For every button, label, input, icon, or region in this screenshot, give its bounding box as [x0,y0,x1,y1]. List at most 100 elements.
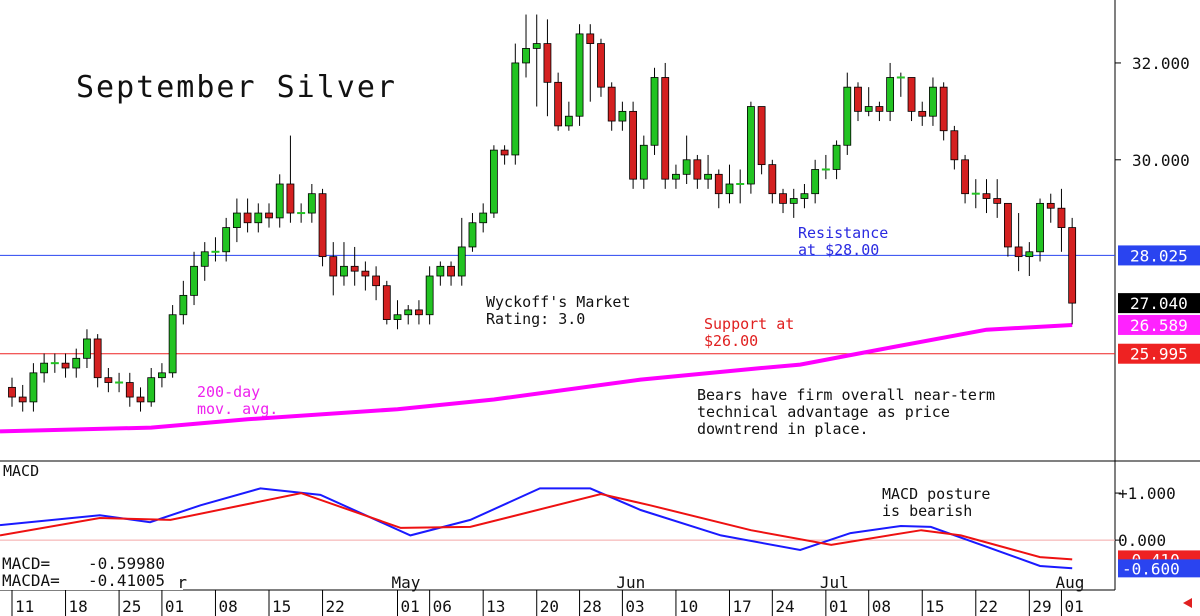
price-tag [1118,314,1200,335]
candle-body [929,86,937,117]
candle-body [457,246,466,277]
candle-body [1046,202,1055,209]
candle-body [586,33,595,44]
annotation: mov. avg. [197,400,278,418]
readout-value: -0.59980 [88,554,165,573]
candle-body [29,372,38,403]
readout-box [0,551,183,590]
panel-title: MACD [3,462,39,480]
candle-body [436,265,445,277]
annotation: at $28.00 [798,241,879,259]
month-label: r [177,573,187,592]
chart-title: September Silver [76,70,397,105]
candle-body [1057,207,1066,228]
month-label: Aug [1055,573,1084,592]
candle-body [307,193,316,214]
annotation: $26.00 [704,332,758,350]
candle-body [318,193,327,258]
candle-body [136,396,145,403]
candle-body [361,270,370,277]
arrow-icon [1183,598,1192,608]
candle-body [382,285,391,320]
annotation: Bears have firm overall near-term [697,386,995,404]
candle-body [554,81,563,127]
candle-body [243,212,252,224]
candle-body [254,212,263,224]
candle-body [1036,202,1044,253]
candle-body [993,198,1002,204]
candle-body [789,198,798,204]
candle-body [372,275,380,287]
price-tag [1118,245,1200,266]
candle-body [200,251,209,267]
candle-body [179,294,188,316]
candle-body [854,86,862,112]
x-tick-label: 08 [218,597,237,616]
candle-body [800,193,809,199]
candle-body [447,265,455,277]
price-tag-label: 26.589 [1130,316,1188,335]
candle-body [575,33,584,117]
candle-body [147,377,156,403]
value-tag [1118,559,1200,578]
candle-body [393,314,402,320]
candle-body [682,159,691,175]
candle-body [618,110,627,122]
candle-body [93,338,102,379]
x-tick-label: 29 [1032,597,1051,616]
candle-body [907,77,916,112]
moving-average [0,323,1073,434]
candle-body [340,265,348,277]
candle-body [564,115,573,127]
candle-body [479,212,488,224]
candle-body [939,86,948,132]
candle-body [950,130,959,161]
candle-body [639,144,648,180]
candle-body [61,362,70,369]
y-tick-label: 30.000 [1132,151,1190,170]
candle-body [350,265,359,272]
candle-body [158,372,166,379]
candle-body [72,357,81,369]
x-tick-label: 01 [829,597,848,616]
candle-body [468,222,477,248]
candle-body [104,377,113,383]
candle-body [982,193,991,199]
candle-body [1004,202,1012,248]
annotation: Wyckoff's Market [486,293,631,311]
x-tick-label: 28 [583,597,602,616]
annotation: Rating: 3.0 [486,310,585,328]
y-tick-label: +1.000 [1118,484,1176,503]
candle-body [543,43,552,83]
annotation: is bearish [882,502,972,520]
readout-value: -0.41005 [88,571,165,590]
candle-body [532,43,541,49]
x-tick-label: 18 [69,597,88,616]
x-tick-label: 17 [732,597,751,616]
candle-body [843,86,852,146]
x-tick-label: 15 [272,597,291,616]
month-label: Jul [820,573,849,592]
candle-body [489,149,498,214]
candle-body [779,193,787,204]
annotation: Support at [704,315,794,333]
candle-body [864,106,873,112]
x-tick-label: 01 [165,597,184,616]
candle-body [286,183,295,214]
candle-body [168,314,177,374]
x-tick-label: 13 [486,597,505,616]
candle-body [500,149,509,156]
candle-body [18,396,27,403]
candle-body [714,173,723,195]
candle-body [704,173,712,180]
x-tick-label: 20 [540,597,559,616]
candle-body [875,106,884,112]
x-tick-label: 15 [925,597,944,616]
price-tag-label: 27.040 [1130,294,1188,313]
x-tick-label: 10 [679,597,698,616]
candle-body [650,77,659,146]
candle-body [661,77,670,180]
y-tick-label: 0.000 [1118,531,1166,550]
